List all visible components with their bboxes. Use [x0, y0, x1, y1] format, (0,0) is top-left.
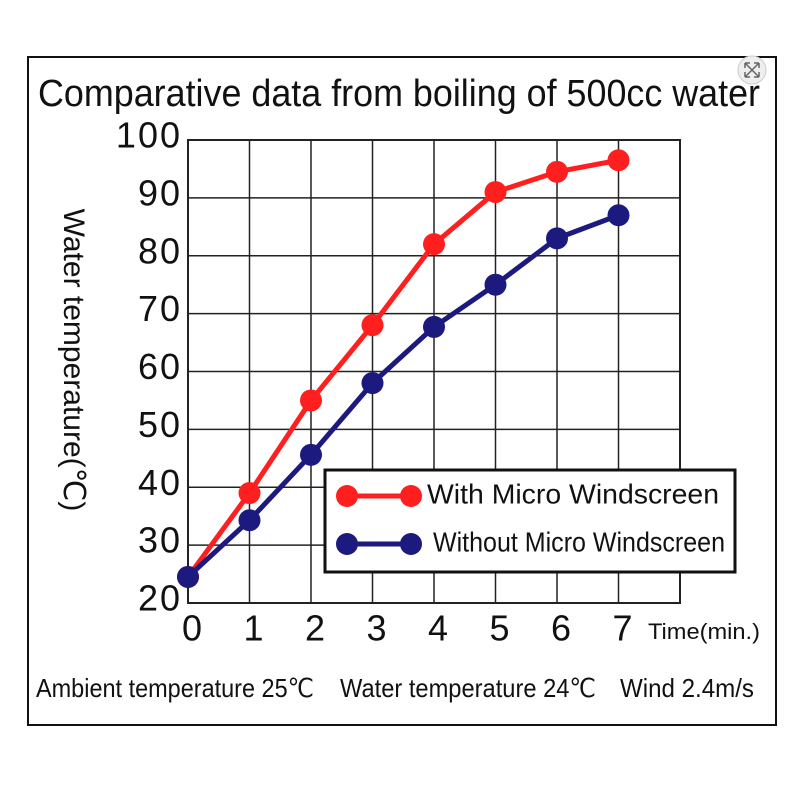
- y-tick-label: 70: [138, 288, 182, 329]
- note: Wind 2.4m/s: [620, 673, 754, 703]
- legend-label: With Micro Windscreen: [427, 478, 719, 509]
- point: [300, 443, 322, 466]
- point: [423, 233, 445, 256]
- y-tick-label: 60: [138, 346, 182, 387]
- legend-dot: [336, 533, 358, 555]
- y-tick-label: 20: [138, 578, 182, 619]
- frame: [27, 56, 777, 726]
- y-tick-label: 80: [138, 230, 182, 271]
- expand-icon[interactable]: [737, 55, 767, 85]
- point: [607, 204, 630, 227]
- x-tick-label: 0: [182, 608, 202, 649]
- point: [177, 565, 199, 588]
- x-axis-label: Time(min.): [648, 619, 760, 644]
- y-tick-label: 90: [138, 172, 182, 213]
- legend-dot: [400, 485, 422, 507]
- x-tick-label: 4: [428, 608, 448, 649]
- legend-dot: [336, 485, 358, 507]
- point: [361, 372, 384, 395]
- point: [238, 509, 261, 532]
- point: [607, 149, 630, 172]
- chart-title: Comparative data from boiling of 500cc w…: [38, 73, 760, 115]
- y-tick-label: 30: [138, 520, 182, 561]
- y-tick-label: 50: [138, 404, 182, 445]
- x-tick-label: 7: [612, 608, 632, 649]
- note: Ambient temperature 25℃: [36, 673, 314, 703]
- y-axis-label: Water temperature(℃): [57, 209, 90, 512]
- point: [423, 315, 445, 338]
- point: [361, 314, 384, 337]
- x-tick-label: 3: [366, 608, 386, 649]
- x-tick-label: 2: [305, 608, 325, 649]
- x-tick-label: 5: [489, 608, 509, 649]
- point: [484, 273, 507, 296]
- legend: With Micro Windscreen Without Micro Winds…: [323, 468, 737, 574]
- note: Water temperature 24℃: [340, 673, 596, 703]
- point: [484, 181, 507, 204]
- x-tick-label: 1: [243, 608, 263, 649]
- legend-box: [323, 468, 737, 574]
- series-line: [186, 212, 620, 579]
- point: [238, 482, 261, 505]
- legend-label: Without Micro Windscreen: [433, 526, 725, 557]
- y-tick-label: 100: [116, 115, 182, 156]
- plot-frame: [187, 139, 681, 604]
- x-tick-label: 6: [551, 608, 571, 649]
- legend-dot: [400, 533, 422, 555]
- point: [546, 227, 568, 250]
- point: [546, 160, 568, 183]
- y-tick-label: 40: [138, 462, 182, 503]
- point: [300, 389, 322, 412]
